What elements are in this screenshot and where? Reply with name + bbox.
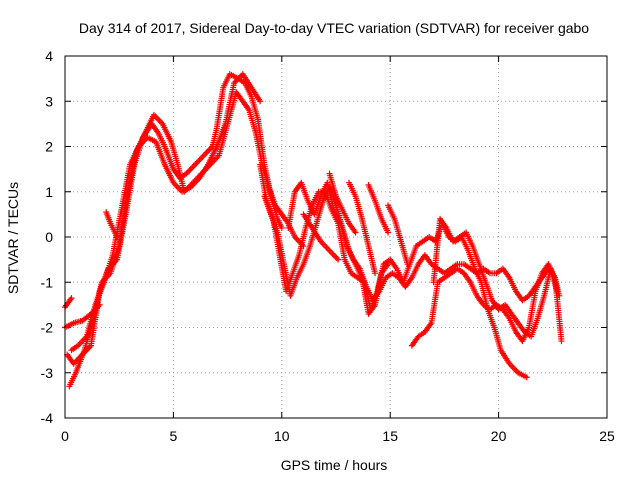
series-track-10 [300, 211, 342, 263]
plot-frame [64, 55, 608, 419]
data-point [523, 374, 530, 381]
series-track-9 [285, 179, 563, 304]
x-tick-label: 10 [274, 428, 290, 444]
x-tick-label: 0 [61, 428, 69, 444]
y-tick-label: 3 [45, 93, 53, 109]
series-track-11 [326, 170, 359, 236]
series-track-1 [62, 295, 75, 311]
series-track-12 [346, 179, 379, 277]
data-point [404, 261, 411, 268]
y-tick-label: 2 [45, 139, 53, 155]
x-tick-label: 25 [599, 428, 615, 444]
series-track-14 [385, 202, 411, 268]
y-tick-label: 4 [45, 48, 53, 64]
y-tick-label: -3 [41, 365, 54, 381]
data-point [257, 98, 264, 105]
series-track-3 [64, 71, 285, 367]
x-tick-label: 15 [382, 428, 398, 444]
y-tick-label: 0 [45, 229, 53, 245]
data-point [114, 234, 121, 240]
series-track-13 [365, 181, 392, 236]
y-tick-label: -1 [41, 274, 54, 290]
series-track-5 [68, 71, 264, 354]
x-axis-label: GPS time / hours [281, 457, 388, 473]
x-tick-labels: 0 5 10 15 20 25 [61, 428, 615, 444]
data-marks [62, 71, 565, 390]
y-tick-labels: -4 -3 -2 -1 0 1 2 3 4 [41, 48, 54, 426]
x-tick-label: 20 [491, 428, 507, 444]
x-tick-label: 5 [170, 428, 178, 444]
data-point [335, 256, 342, 263]
data-point [385, 229, 392, 236]
data-point [558, 338, 565, 345]
data-point [278, 224, 285, 231]
data-point [554, 288, 561, 295]
series-track-4 [66, 89, 307, 390]
y-tick-label: 1 [45, 184, 53, 200]
data-point [372, 270, 379, 277]
grid-layer [65, 56, 607, 418]
data-point [68, 295, 75, 302]
chart-title: Day 314 of 2017, Sidereal Day-to-day VTE… [79, 20, 589, 36]
data-point [352, 229, 359, 236]
y-axis-label: SDTVAR / TECUs [5, 182, 21, 294]
data-point [385, 261, 392, 268]
y-tick-label: -4 [41, 410, 54, 426]
y-tick-label: -2 [41, 320, 54, 336]
series-track-6 [103, 209, 121, 240]
series-track-16 [430, 215, 561, 340]
